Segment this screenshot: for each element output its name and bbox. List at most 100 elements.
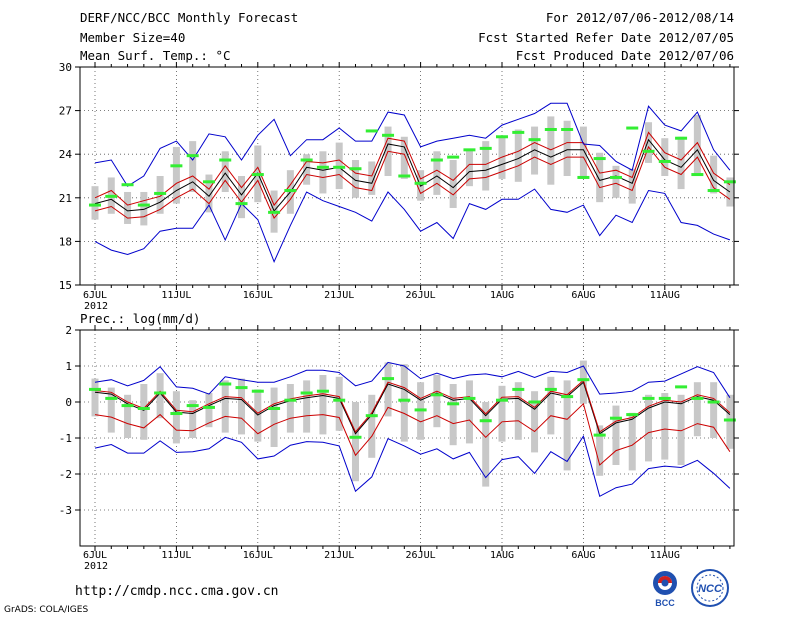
temp-observed-marker <box>626 126 639 130</box>
prec-ensemble-mean-line <box>94 381 731 435</box>
prec-ytick-label: 2 <box>65 324 72 337</box>
temp-spread-box <box>628 168 636 204</box>
forecast-produced-date-label: Fcst Produced Date 2012/07/06 <box>515 48 734 63</box>
prec-xtick-label: 16JUL <box>243 550 273 561</box>
temp-ensemble-mean-line <box>94 138 731 212</box>
temp-ytick-label: 24 <box>59 148 73 161</box>
temp-xtick-label: 26JUL <box>406 290 436 301</box>
prec-observed-marker <box>316 389 329 393</box>
prec-observed-marker <box>219 382 232 386</box>
prec-observed-marker <box>268 406 281 410</box>
temp-observed-marker <box>284 189 297 193</box>
temp-spread-box <box>547 116 555 185</box>
prec-observed-marker <box>626 413 639 417</box>
temp-spread-box <box>726 177 734 207</box>
temp-upper-band-line <box>94 131 731 207</box>
prec-spread-box <box>368 394 376 458</box>
temp-xtick-label: 21JUL <box>324 290 354 301</box>
prec-spread-box <box>205 393 213 428</box>
prec-xtick-label: 11JUL <box>161 550 191 561</box>
temp-observed-marker <box>121 183 134 187</box>
prec-spread-box <box>645 394 653 462</box>
prec-observed-marker <box>561 395 574 399</box>
temp-spread-box <box>661 138 669 176</box>
ncc-logo-text: NCC <box>698 583 723 595</box>
temp-spread-box <box>465 149 473 187</box>
temp-observed-marker <box>447 155 460 159</box>
prec-spread-box <box>238 378 246 435</box>
temp-observed-marker <box>577 175 590 179</box>
temp-xtick-label: 6JUL <box>83 290 107 301</box>
temp-observed-marker <box>609 175 622 179</box>
temp-observed-marker <box>170 164 183 168</box>
prec-spread-box <box>172 391 180 444</box>
temp-observed-marker <box>382 133 395 137</box>
temp-observed-marker <box>675 136 688 140</box>
temp-observed-marker <box>300 158 313 162</box>
temp-observed-marker <box>219 158 232 162</box>
prec-observed-marker <box>577 378 590 382</box>
prec-max-envelope-line <box>94 361 731 398</box>
temp-observed-marker <box>479 146 492 150</box>
prec-spread-box <box>433 375 441 428</box>
temp-spread-box <box>677 136 685 190</box>
prec-observed-marker <box>300 391 313 395</box>
prec-spread-box <box>303 380 311 433</box>
prec-spread-box <box>189 400 197 438</box>
prec-spread-box <box>286 384 294 433</box>
prec-observed-marker <box>528 400 541 404</box>
prec-observed-marker <box>186 404 199 408</box>
bcc-logo: BCC <box>653 571 677 608</box>
prec-observed-marker <box>675 385 688 389</box>
prec-spread-box <box>221 380 229 433</box>
prec-spread-box <box>400 364 408 442</box>
prec-observed-marker <box>642 396 655 400</box>
forecast-start-date-label: Fcst Started Refer Date 2012/07/05 <box>478 30 734 45</box>
prec-observed-marker <box>479 419 492 423</box>
temp-max-envelope-line <box>94 102 731 187</box>
prec-observed-marker <box>137 406 150 410</box>
temp-spread-box <box>612 165 620 198</box>
prec-xtick-label: 21JUL <box>324 550 354 561</box>
temp-spread-box <box>140 191 148 226</box>
temp-spread-box <box>531 126 539 175</box>
prec-xtick-label: 6JUL <box>83 550 107 561</box>
prec-observed-marker <box>430 393 443 397</box>
prec-observed-marker <box>463 396 476 400</box>
prec-spread-box <box>514 382 522 440</box>
prec-observed-marker <box>447 402 460 406</box>
prec-spread-box <box>270 387 278 447</box>
prec-observed-marker <box>349 435 362 439</box>
temp-spread-box <box>351 160 359 198</box>
prec-ytick-label: -1 <box>59 432 72 445</box>
temp-spread-box <box>645 122 653 163</box>
temp-observed-marker <box>544 127 557 131</box>
prec-observed-marker <box>251 389 264 393</box>
temp-observed-marker <box>349 167 362 171</box>
temp-observed-marker <box>642 149 655 153</box>
prec-observed-marker <box>154 391 167 395</box>
prec-spread-box <box>498 385 506 442</box>
prec-observed-marker <box>235 386 248 390</box>
prec-observed-marker <box>333 398 346 402</box>
temp-spread-box <box>693 114 701 175</box>
prec-spread-box <box>482 402 490 487</box>
temp-xtick-label: 6AUG <box>571 290 595 301</box>
temp-observed-marker <box>105 194 118 198</box>
temp-spread-box <box>482 141 490 191</box>
prec-observed-marker <box>723 418 736 422</box>
source-url-link[interactable]: http://cmdp.ncc.cma.gov.cn <box>75 584 279 599</box>
prec-spread-box <box>710 382 718 438</box>
prec-observed-marker <box>365 414 378 418</box>
temp-ytick-label: 27 <box>59 105 72 118</box>
prec-observed-marker <box>593 433 606 437</box>
temp-spread-box <box>400 136 408 179</box>
bcc-logo-text: BCC <box>655 598 675 608</box>
prec-observed-marker <box>382 377 395 381</box>
temp-observed-marker <box>89 203 101 207</box>
temp-observed-marker <box>154 191 167 195</box>
prec-xtick-label: 11AUG <box>650 550 680 561</box>
temp-ytick-label: 18 <box>59 235 72 248</box>
